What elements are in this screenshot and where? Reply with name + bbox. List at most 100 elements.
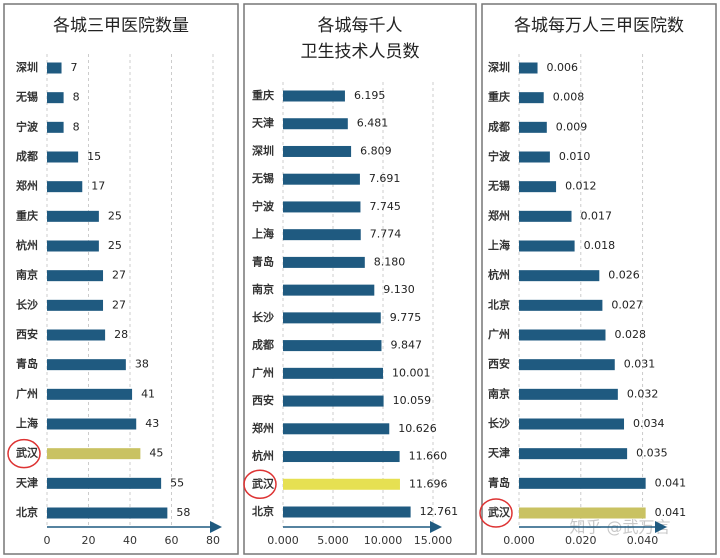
value-label: 15 xyxy=(87,150,101,163)
category-label: 北京 xyxy=(488,297,510,311)
category-label: 深圳 xyxy=(488,60,510,74)
highlight-circle xyxy=(243,469,277,500)
value-label: 0.018 xyxy=(584,239,616,252)
category-label: 天津 xyxy=(488,446,510,460)
x-tick-label: 5.000 xyxy=(317,534,349,547)
category-label: 广州 xyxy=(252,365,274,379)
x-tick-label: 0 xyxy=(44,534,51,547)
value-label: 0.041 xyxy=(655,506,687,519)
x-tick-label: 80 xyxy=(206,534,220,547)
x-tick-label: 10.000 xyxy=(364,534,403,547)
value-label: 9.130 xyxy=(383,283,415,296)
value-label: 0.031 xyxy=(624,358,656,371)
category-label: 南京 xyxy=(252,282,274,296)
bar xyxy=(283,506,411,518)
category-label: 深圳 xyxy=(252,143,274,157)
highlight-circle xyxy=(7,438,41,469)
value-label: 55 xyxy=(170,476,184,489)
category-label: 郑州 xyxy=(252,421,274,435)
value-label: 0.028 xyxy=(614,328,646,341)
bar xyxy=(519,329,606,341)
value-label: 0.008 xyxy=(553,91,585,104)
category-label: 广州 xyxy=(488,327,510,341)
bar xyxy=(47,448,141,460)
category-label: 上海 xyxy=(252,227,274,241)
bar xyxy=(283,451,400,463)
bar xyxy=(47,210,99,222)
chart-title: 各城每千人 xyxy=(318,16,403,36)
value-label: 7 xyxy=(71,61,78,74)
bar xyxy=(519,359,615,371)
x-tick-label: 0.000 xyxy=(267,534,299,547)
bar xyxy=(283,145,352,157)
bar xyxy=(47,329,106,341)
category-label: 郑州 xyxy=(488,208,510,222)
value-label: 10.001 xyxy=(392,366,431,379)
bar xyxy=(519,448,628,460)
category-label: 北京 xyxy=(16,505,38,519)
value-label: 11.696 xyxy=(409,477,448,490)
bar xyxy=(519,181,557,193)
category-label: 成都 xyxy=(16,149,38,163)
category-label: 北京 xyxy=(252,504,274,518)
value-label: 8 xyxy=(73,120,80,133)
value-label: 45 xyxy=(149,447,163,460)
category-label: 南京 xyxy=(488,386,510,400)
bar xyxy=(519,299,603,311)
value-label: 0.017 xyxy=(581,209,613,222)
bar xyxy=(519,240,575,252)
bar xyxy=(283,478,400,490)
bar xyxy=(47,507,168,519)
value-label: 0.012 xyxy=(565,180,597,193)
value-label: 9.775 xyxy=(390,311,422,324)
x-tick-label: 20 xyxy=(82,534,96,547)
bar xyxy=(283,173,360,185)
value-label: 10.059 xyxy=(393,394,432,407)
bar xyxy=(47,299,104,311)
value-label: 6.481 xyxy=(357,117,389,130)
value-label: 0.041 xyxy=(655,476,687,489)
category-label: 无锡 xyxy=(251,171,274,185)
category-label: 青岛 xyxy=(16,357,38,371)
category-label: 无锡 xyxy=(487,179,510,193)
value-label: 7.774 xyxy=(370,228,402,241)
bar xyxy=(47,121,64,133)
bar xyxy=(283,256,365,268)
category-label: 南京 xyxy=(16,268,38,282)
category-label: 重庆 xyxy=(488,90,510,104)
category-label: 无锡 xyxy=(15,90,38,104)
bar xyxy=(519,418,625,430)
x-tick-label: 0.020 xyxy=(565,534,597,547)
value-label: 0.032 xyxy=(627,387,659,400)
chart-title: 各城三甲医院数量 xyxy=(53,16,189,36)
category-label: 西安 xyxy=(488,357,510,371)
bar xyxy=(519,210,572,222)
value-label: 11.660 xyxy=(409,450,448,463)
value-label: 10.626 xyxy=(398,422,437,435)
value-label: 9.847 xyxy=(390,339,422,352)
bar xyxy=(47,151,79,163)
bar xyxy=(283,367,384,379)
category-label: 杭州 xyxy=(252,449,274,463)
value-label: 0.006 xyxy=(547,61,579,74)
bar xyxy=(519,270,600,282)
bar xyxy=(283,201,361,213)
value-label: 0.034 xyxy=(633,417,665,430)
category-label: 上海 xyxy=(488,238,510,252)
value-label: 8.180 xyxy=(374,255,406,268)
value-label: 8 xyxy=(73,91,80,104)
category-label: 长沙 xyxy=(488,416,510,430)
panel-frame xyxy=(243,3,477,555)
bar xyxy=(519,477,646,489)
value-label: 27 xyxy=(112,298,126,311)
chart-title: 卫生技术人员数 xyxy=(301,42,420,62)
bar xyxy=(519,92,544,104)
category-label: 西安 xyxy=(16,327,38,341)
bar xyxy=(283,340,382,352)
chart-title: 各城每万人三甲医院数 xyxy=(514,16,684,36)
category-label: 西安 xyxy=(252,393,274,407)
x-tick-label: 15.000 xyxy=(414,534,453,547)
bar xyxy=(519,507,646,519)
bar xyxy=(47,240,99,252)
bar xyxy=(283,312,381,324)
